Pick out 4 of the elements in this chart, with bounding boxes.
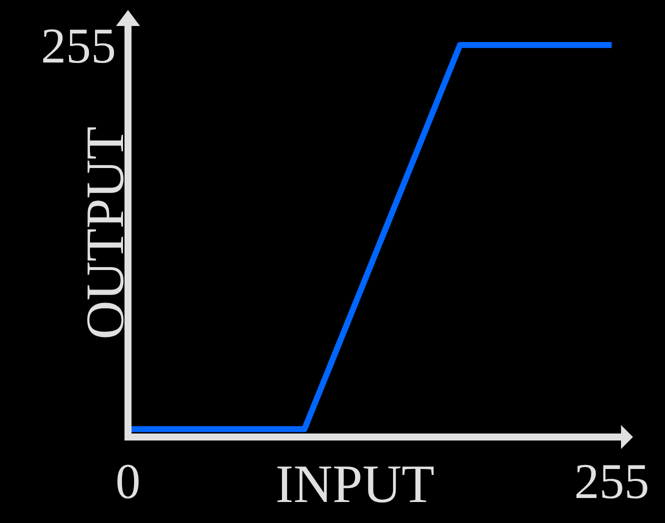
x-axis-title: INPUT (276, 454, 435, 514)
text: 255 (41, 18, 116, 74)
x-tick-label: 0 (116, 453, 140, 509)
y-axis-title: OUTPUT (75, 126, 135, 340)
